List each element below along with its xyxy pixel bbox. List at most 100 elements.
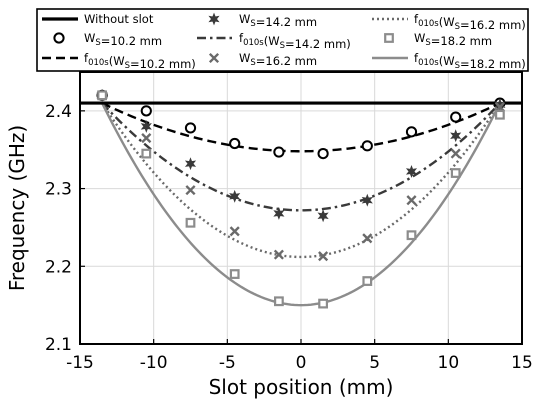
legend-label: f010s(WS=10.2 mm) bbox=[84, 51, 196, 71]
data-point bbox=[450, 129, 462, 143]
data-point bbox=[184, 122, 197, 134]
x-tick-label: 5 bbox=[369, 353, 380, 373]
legend-symbol-marker bbox=[208, 12, 220, 26]
measured-markers bbox=[96, 88, 506, 309]
data-point bbox=[450, 111, 462, 123]
y-tick-label: 2.1 bbox=[45, 335, 72, 355]
data-point bbox=[318, 251, 329, 262]
legend-text-part: f bbox=[414, 12, 419, 26]
x-tick-label: -5 bbox=[219, 353, 236, 373]
legend-subscript: S bbox=[280, 41, 285, 51]
grid bbox=[79, 72, 523, 345]
legend: Without slot WS=14.2 mm f010s(WS=16.2 mm)W… bbox=[36, 8, 529, 72]
data-point bbox=[361, 140, 373, 152]
data-point bbox=[317, 209, 329, 223]
x-tick-label: 10 bbox=[438, 353, 460, 373]
data-point bbox=[185, 217, 196, 228]
legend-text-part: =16.2 mm bbox=[256, 54, 317, 68]
model-curve bbox=[101, 102, 501, 307]
legend-label: Without slot bbox=[84, 12, 154, 26]
legend-subscript: S bbox=[95, 38, 100, 48]
legend-text-part: f bbox=[414, 51, 419, 65]
data-point bbox=[229, 137, 241, 150]
data-point bbox=[317, 148, 329, 160]
legend-text-part: =14.2 mm) bbox=[285, 37, 351, 51]
legend-subscript: 010s bbox=[418, 19, 439, 29]
legend-subscript: S bbox=[455, 22, 460, 32]
data-point bbox=[140, 119, 152, 133]
legend-subscript: 010s bbox=[418, 58, 439, 68]
legend-text-part: (W bbox=[439, 15, 455, 29]
data-point bbox=[406, 195, 417, 206]
data-point bbox=[406, 230, 417, 241]
legend-text-part: W bbox=[84, 31, 95, 45]
legend-box bbox=[36, 8, 529, 72]
data-point bbox=[405, 126, 418, 138]
data-point bbox=[141, 148, 152, 159]
data-point bbox=[229, 226, 240, 237]
data-point bbox=[495, 109, 505, 120]
data-point bbox=[450, 148, 461, 159]
data-point bbox=[185, 185, 196, 196]
data-point bbox=[274, 296, 284, 307]
legend-text-part: f bbox=[84, 51, 89, 65]
data-point bbox=[140, 105, 152, 117]
x-tick-label: -10 bbox=[140, 353, 168, 373]
legend-text-part: =18.2 mm) bbox=[460, 57, 526, 71]
x-tick-label: 0 bbox=[296, 353, 307, 373]
y-tick-label: 2.4 bbox=[45, 102, 72, 122]
legend-symbol-marker bbox=[53, 32, 65, 44]
legend-label: f010s(WS=16.2 mm) bbox=[414, 12, 526, 32]
legend-text-part: W bbox=[239, 51, 250, 65]
legend-text-part: (W bbox=[264, 34, 280, 48]
data-point bbox=[273, 146, 285, 158]
legend-label: WS=10.2 mm bbox=[84, 31, 162, 48]
y-tick-label: 2.2 bbox=[45, 257, 72, 277]
data-point bbox=[361, 193, 373, 207]
legend-subscript: S bbox=[455, 61, 460, 71]
data-point bbox=[229, 189, 241, 203]
legend-text-part: W bbox=[239, 12, 250, 26]
model-curves bbox=[101, 102, 501, 307]
data-point bbox=[229, 269, 240, 279]
legend-text-part: W bbox=[414, 31, 425, 45]
legend-text-part: (W bbox=[109, 54, 125, 68]
legend-subscript: S bbox=[250, 19, 255, 29]
legend-label: WS=14.2 mm bbox=[239, 12, 317, 29]
x-axis-label: Slot position (mm) bbox=[209, 375, 394, 399]
legend-subscript: S bbox=[425, 38, 430, 48]
x-tick-label: -15 bbox=[66, 353, 94, 373]
data-point bbox=[273, 207, 285, 220]
data-point bbox=[362, 233, 373, 244]
legend-subscript: S bbox=[125, 61, 130, 71]
legend-text-part: =10.2 mm) bbox=[130, 57, 196, 71]
legend-subscript: S bbox=[250, 58, 255, 68]
legend-text-part: (W bbox=[439, 54, 455, 68]
data-point bbox=[141, 133, 152, 144]
y-tick-label: 2.3 bbox=[45, 180, 72, 200]
data-point bbox=[494, 101, 505, 113]
model-curve bbox=[101, 102, 501, 153]
data-point bbox=[450, 168, 461, 178]
model-curve bbox=[101, 102, 501, 212]
y-axis-label: Frequency (GHz) bbox=[5, 125, 29, 291]
legend-text-part: =18.2 mm bbox=[431, 34, 492, 48]
axis-ticks: -15 -10 -5 0 5 10 15 2.1 2.2 2.3 2.4 bbox=[45, 102, 533, 373]
legend-subscript: 010s bbox=[243, 38, 264, 48]
legend-text-part: Without slot bbox=[84, 12, 154, 26]
legend-label: f010s(WS=14.2 mm) bbox=[239, 31, 351, 51]
legend-label: WS=18.2 mm bbox=[414, 31, 492, 48]
legend-text-part: =16.2 mm) bbox=[460, 18, 526, 32]
legend-subscript: 010s bbox=[88, 58, 109, 68]
data-point bbox=[362, 276, 373, 286]
data-point bbox=[318, 298, 328, 309]
data-point bbox=[405, 165, 418, 178]
legend-text-part: =14.2 mm bbox=[256, 15, 317, 29]
legend-symbol-marker bbox=[384, 33, 394, 43]
legend-label: f010s(WS=18.2 mm) bbox=[414, 51, 526, 71]
legend-symbol-marker bbox=[208, 52, 220, 64]
legend-text-part: f bbox=[239, 31, 244, 45]
model-curve bbox=[101, 102, 501, 259]
data-point bbox=[97, 90, 108, 101]
